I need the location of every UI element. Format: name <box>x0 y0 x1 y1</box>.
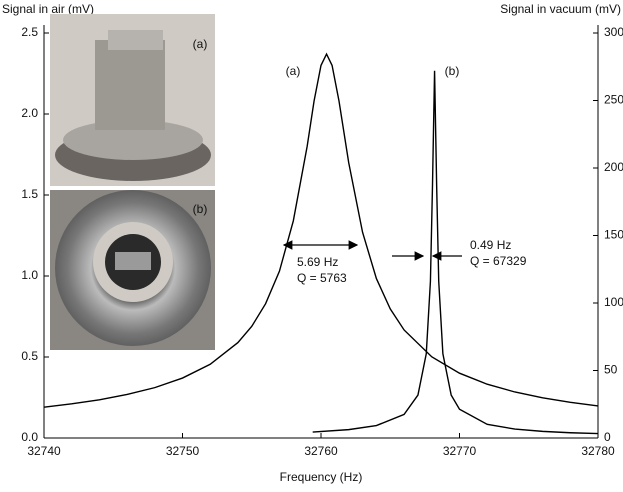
y2-tick-label: 250 <box>604 93 623 107</box>
x-tick-label: 32740 <box>27 444 61 458</box>
y2-tick-label: 150 <box>604 228 623 242</box>
annotation: 0.49 Hz <box>470 238 511 252</box>
annotation: Q = 67329 <box>470 254 527 268</box>
y2-tick-label: 300 <box>604 25 623 39</box>
y-tick-label: 0.5 <box>21 349 38 363</box>
x-axis-title: Frequency (Hz) <box>280 470 363 484</box>
y2-tick-label: 200 <box>604 160 623 174</box>
series-label: (b) <box>445 64 460 78</box>
inset-label: (b) <box>193 202 208 216</box>
inset-label: (a) <box>193 37 208 51</box>
series-label: (a) <box>286 64 301 78</box>
line-series <box>313 71 598 434</box>
y-tick-label: 1.5 <box>21 187 38 201</box>
inset-photo-a <box>50 14 215 186</box>
y2-tick-label: 50 <box>604 363 618 377</box>
y-tick-label: 2.5 <box>21 25 38 39</box>
x-tick-label: 32760 <box>304 444 338 458</box>
x-tick-label: 32750 <box>166 444 200 458</box>
right-axis-title: Signal in vacuum (mV) <box>500 2 621 16</box>
y-tick-label: 1.0 <box>21 268 38 282</box>
x-tick-label: 32770 <box>443 444 477 458</box>
y-tick-label: 0.0 <box>21 430 38 444</box>
y2-tick-label: 0 <box>604 430 611 444</box>
inset-photo-b <box>50 190 215 350</box>
x-tick-label: 32780 <box>581 444 615 458</box>
annotation: 5.69 Hz <box>297 255 338 269</box>
y2-tick-label: 100 <box>604 295 623 309</box>
annotation: Q = 5763 <box>297 271 347 285</box>
y-tick-label: 2.0 <box>21 106 38 120</box>
chart: Signal in air (mV) Signal in vacuum (mV)… <box>0 0 623 492</box>
